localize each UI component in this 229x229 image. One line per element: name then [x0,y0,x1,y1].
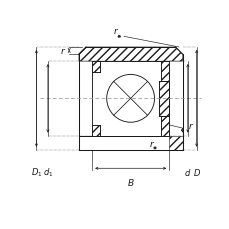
Text: $B$: $B$ [126,176,134,187]
Polygon shape [161,62,169,81]
Text: r: r [149,139,153,148]
Text: $D_1$: $D_1$ [30,166,42,178]
Circle shape [106,75,154,123]
Text: r: r [188,122,192,131]
Text: r: r [114,27,117,35]
Polygon shape [158,81,169,117]
Polygon shape [161,117,169,136]
Polygon shape [92,125,100,136]
Text: r: r [61,47,65,56]
Text: $d_1$: $d_1$ [43,166,53,178]
Text: $D$: $D$ [192,166,200,177]
Polygon shape [92,62,100,72]
Polygon shape [79,136,182,150]
Text: $d$: $d$ [183,166,191,177]
Polygon shape [79,48,182,62]
